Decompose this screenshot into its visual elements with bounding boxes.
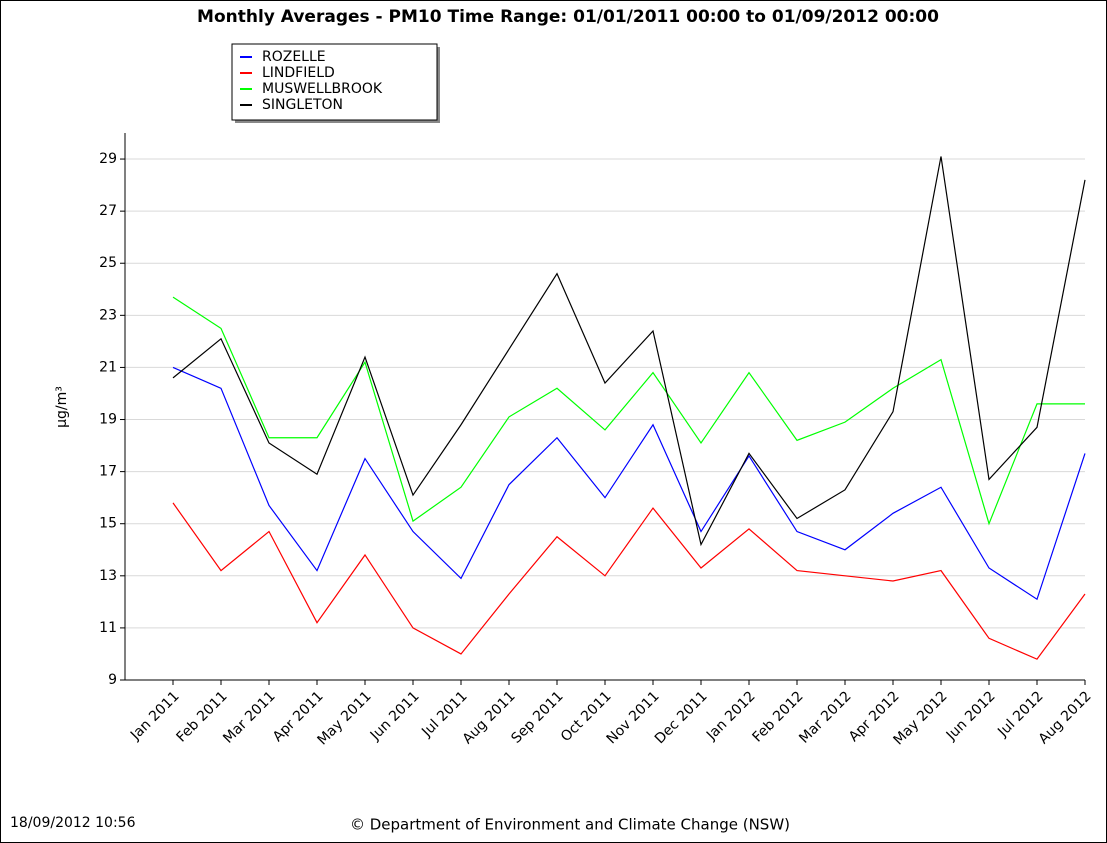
y-tick-label: 17 — [99, 464, 117, 480]
series-line — [172, 366, 1086, 601]
y-tick-label: 23 — [99, 307, 117, 323]
y-tick-label: 15 — [99, 516, 117, 532]
series-line — [172, 502, 1086, 660]
series-line — [172, 156, 1086, 547]
y-tick-label: 11 — [99, 620, 117, 636]
y-tick-label: 21 — [99, 359, 117, 375]
chart-title: Monthly Averages - PM10 Time Range: 01/0… — [197, 7, 939, 27]
credit: © Department of Environment and Climate … — [350, 816, 790, 834]
timestamp: 18/09/2012 10:56 — [10, 815, 136, 831]
legend-label: SINGLETON — [262, 97, 343, 113]
legend-label: LINDFIELD — [262, 65, 335, 81]
y-tick-label: 25 — [99, 255, 117, 271]
series-line — [172, 296, 1085, 526]
y-axis-label: µg/m³ — [54, 386, 70, 428]
y-tick-label: 9 — [108, 672, 117, 688]
y-tick-label: 27 — [99, 203, 117, 219]
legend-label: ROZELLE — [262, 49, 326, 65]
y-tick-label: 19 — [99, 412, 117, 428]
y-tick-label: 29 — [99, 151, 117, 167]
legend-box — [231, 43, 438, 121]
y-tick-label: 13 — [99, 568, 117, 584]
legend-label: MUSWELLBROOK — [262, 81, 383, 97]
